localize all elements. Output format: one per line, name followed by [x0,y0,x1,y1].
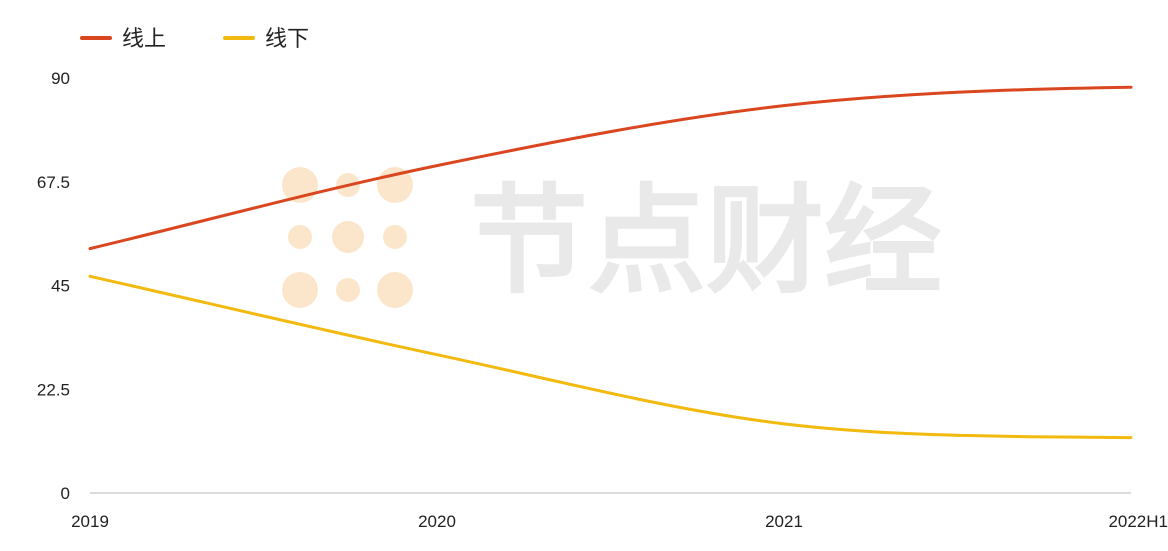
legend: 线上 线下 [80,27,309,52]
y-axis-ticks: 0 22.5 45 67.5 90 [37,69,70,503]
y-tick-label: 67.5 [37,173,70,192]
y-tick-label: 0 [61,484,70,503]
x-tick-label: 2022H1 [1108,512,1168,531]
x-tick-label: 2020 [418,512,456,531]
y-tick-label: 22.5 [37,380,70,399]
series-line [88,85,1133,251]
watermark-text: 节点财经 [470,172,942,310]
x-tick-label: 2019 [71,512,109,531]
legend-label: 线上 [122,27,166,52]
watermark: 节点财经 [282,167,942,310]
legend-label: 线下 [265,27,309,52]
y-tick-label: 90 [51,69,70,88]
y-tick-label: 45 [51,277,70,296]
x-axis-ticks: 2019 2020 2021 2022H1 [71,512,1168,531]
series-layer [88,85,1133,440]
x-tick-label: 2021 [765,512,803,531]
series-line [88,274,1133,440]
watermark-logo-icon [282,167,413,308]
